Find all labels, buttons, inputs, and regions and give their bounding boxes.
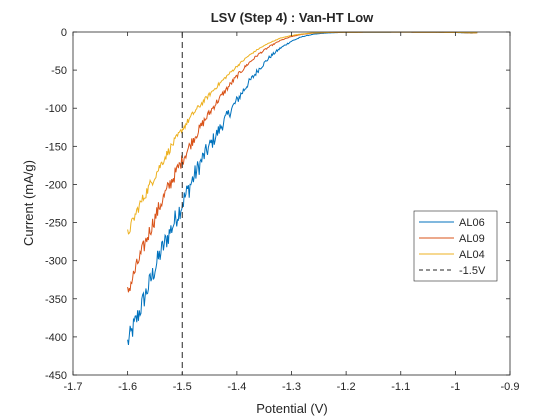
x-tick-label: -1 — [450, 381, 460, 393]
x-tick-label: -1.4 — [227, 381, 246, 393]
legend-label: AL09 — [459, 233, 485, 245]
x-tick-label: -1.7 — [64, 381, 83, 393]
x-axis-label: Potential (V) — [256, 401, 328, 416]
y-tick-label: -250 — [45, 218, 67, 230]
legend-box — [413, 210, 498, 282]
x-tick-label: -1.6 — [118, 381, 137, 393]
y-axis-label: Current (mA/g) — [21, 160, 36, 246]
legend: AL06 AL09 AL04 -1.5V — [413, 210, 498, 282]
legend-label: AL06 — [459, 217, 485, 229]
y-tick-label: -350 — [45, 294, 67, 306]
chart-title: LSV (Step 4) : Van-HT Low — [211, 10, 374, 25]
y-tick-label: -100 — [45, 103, 67, 115]
x-tick-label: -1.5 — [173, 381, 192, 393]
x-tick-label: -1.1 — [391, 381, 410, 393]
x-tick-label: -0.9 — [501, 381, 520, 393]
legend-label: AL04 — [459, 249, 485, 261]
y-tick-label: 0 — [61, 27, 67, 39]
axes-layer: -1.7 -1.6 -1.5 -1.4 -1.3 -1.2 -1.1 -1 -0.9 0 -50 -1… — [45, 27, 520, 393]
y-tick-label: -200 — [45, 179, 67, 191]
y-tick-label: -300 — [45, 256, 67, 268]
plot-background — [73, 32, 510, 375]
x-tick-label: -1.3 — [282, 381, 301, 393]
y-tick-label: -50 — [51, 65, 67, 77]
x-tick-label: -1.2 — [337, 381, 356, 393]
y-tick-label: -400 — [45, 332, 67, 344]
y-tick-label: -450 — [45, 370, 67, 382]
plot-area — [73, 32, 510, 375]
legend-label: -1.5V — [459, 265, 486, 277]
y-tick-label: -150 — [45, 141, 67, 153]
